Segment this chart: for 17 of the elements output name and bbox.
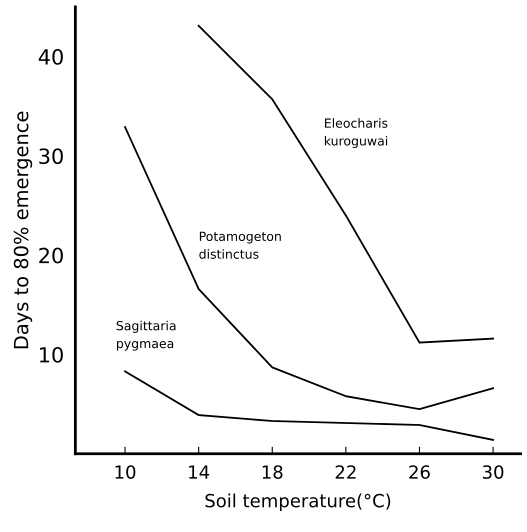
y-tick-label: 20 — [39, 248, 63, 264]
y-tick-label: 30 — [39, 148, 63, 164]
y-axis-title: Days to 80% emergence — [14, 112, 32, 348]
line-series — [124, 370, 494, 441]
x-tick-label: 14 — [189, 465, 210, 479]
x-tick-label: 22 — [336, 465, 356, 479]
line-series — [198, 24, 494, 344]
y-tick-label: 40 — [38, 49, 63, 65]
y-tick-label: 10 — [40, 346, 63, 363]
x-tick-label: 26 — [409, 465, 430, 479]
series-label: Potamogeton distinctus — [199, 232, 281, 259]
x-tick-label: 18 — [262, 465, 283, 479]
x-tick-label: 10 — [116, 465, 136, 479]
x-tick-label: 30 — [482, 465, 504, 479]
x-axis-title: Soil temperature(°C) — [205, 493, 390, 511]
series-label: Sagittaria pygmaea — [116, 320, 176, 351]
series-label: Eleocharis kuroguwai — [324, 118, 388, 148]
